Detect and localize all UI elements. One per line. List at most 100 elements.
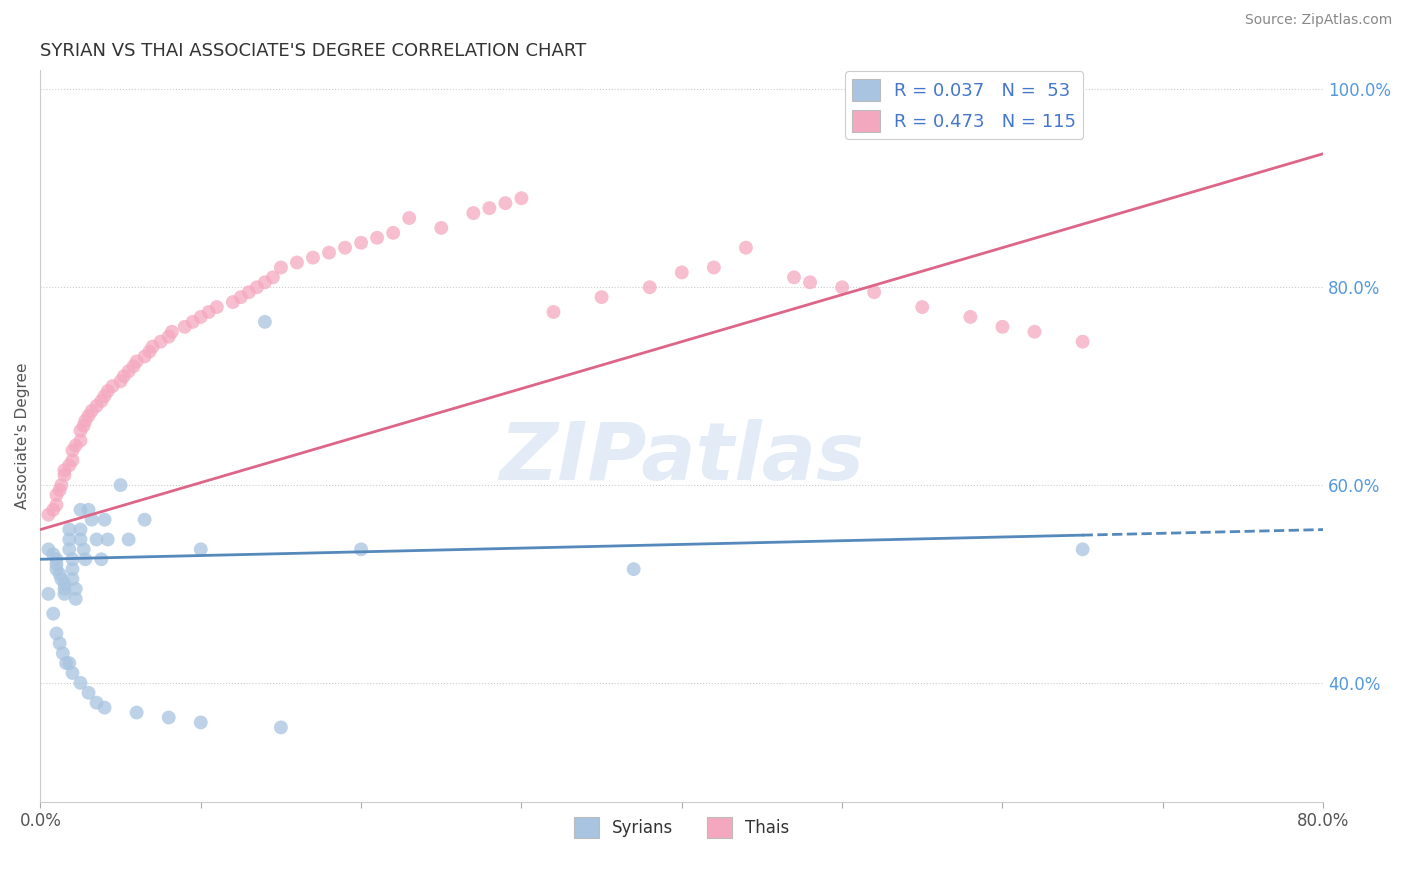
Point: [51, 478, 73, 492]
Point: [69, 434, 91, 448]
Point: [318, 245, 340, 260]
Point: [253, 315, 276, 329]
Point: [93, 700, 115, 714]
Point: [157, 710, 180, 724]
Point: [58, 533, 80, 547]
Point: [246, 280, 269, 294]
Point: [37, 508, 59, 522]
Point: [117, 364, 139, 378]
Point: [48, 636, 70, 650]
Point: [90, 394, 112, 409]
Point: [45, 558, 67, 572]
Legend: Syrians, Thais: Syrians, Thais: [568, 811, 796, 845]
Point: [270, 720, 292, 734]
Point: [134, 513, 156, 527]
Point: [350, 542, 373, 557]
Point: [62, 665, 84, 680]
Point: [991, 319, 1014, 334]
Point: [48, 567, 70, 582]
Point: [1071, 542, 1094, 557]
Point: [53, 463, 76, 477]
Text: Source: ZipAtlas.com: Source: ZipAtlas.com: [1244, 13, 1392, 28]
Point: [831, 280, 853, 294]
Point: [58, 523, 80, 537]
Point: [863, 285, 886, 300]
Point: [45, 562, 67, 576]
Point: [86, 399, 108, 413]
Point: [197, 305, 219, 319]
Point: [80, 404, 103, 418]
Point: [69, 676, 91, 690]
Point: [62, 562, 84, 576]
Point: [58, 656, 80, 670]
Point: [77, 503, 100, 517]
Point: [53, 577, 76, 591]
Point: [80, 513, 103, 527]
Point: [190, 715, 212, 730]
Point: [262, 270, 284, 285]
Point: [65, 582, 87, 596]
Point: [285, 255, 308, 269]
Point: [222, 295, 245, 310]
Point: [783, 270, 806, 285]
Point: [65, 438, 87, 452]
Text: SYRIAN VS THAI ASSOCIATE'S DEGREE CORRELATION CHART: SYRIAN VS THAI ASSOCIATE'S DEGREE CORREL…: [41, 42, 586, 60]
Point: [53, 468, 76, 483]
Point: [101, 379, 124, 393]
Point: [270, 260, 292, 275]
Point: [122, 359, 145, 374]
Point: [229, 290, 252, 304]
Point: [799, 275, 821, 289]
Point: [75, 414, 97, 428]
Point: [125, 706, 148, 720]
Point: [75, 552, 97, 566]
Point: [45, 552, 67, 566]
Point: [302, 251, 325, 265]
Point: [253, 275, 276, 289]
Point: [69, 523, 91, 537]
Point: [623, 562, 645, 576]
Point: [53, 582, 76, 596]
Point: [430, 220, 453, 235]
Point: [382, 226, 405, 240]
Point: [1024, 325, 1046, 339]
Point: [58, 458, 80, 473]
Point: [638, 280, 661, 294]
Point: [69, 424, 91, 438]
Point: [911, 300, 934, 314]
Point: [703, 260, 725, 275]
Point: [90, 552, 112, 566]
Point: [86, 696, 108, 710]
Point: [69, 503, 91, 517]
Point: [65, 591, 87, 606]
Point: [110, 478, 132, 492]
Point: [37, 542, 59, 557]
Point: [45, 488, 67, 502]
Point: [160, 325, 183, 339]
Point: [93, 513, 115, 527]
Point: [77, 409, 100, 423]
Point: [117, 533, 139, 547]
Point: [190, 310, 212, 324]
Point: [125, 354, 148, 368]
Y-axis label: Associate's Degree: Associate's Degree: [15, 362, 30, 508]
Point: [238, 285, 260, 300]
Point: [42, 503, 65, 517]
Point: [58, 542, 80, 557]
Point: [62, 572, 84, 586]
Point: [463, 206, 485, 220]
Point: [42, 607, 65, 621]
Point: [181, 315, 204, 329]
Point: [48, 483, 70, 497]
Point: [190, 542, 212, 557]
Point: [510, 191, 533, 205]
Point: [494, 196, 516, 211]
Point: [205, 300, 228, 314]
Point: [53, 587, 76, 601]
Point: [97, 533, 120, 547]
Point: [398, 211, 420, 225]
Point: [45, 626, 67, 640]
Point: [110, 374, 132, 388]
Text: ZIPatlas: ZIPatlas: [499, 418, 865, 497]
Point: [62, 552, 84, 566]
